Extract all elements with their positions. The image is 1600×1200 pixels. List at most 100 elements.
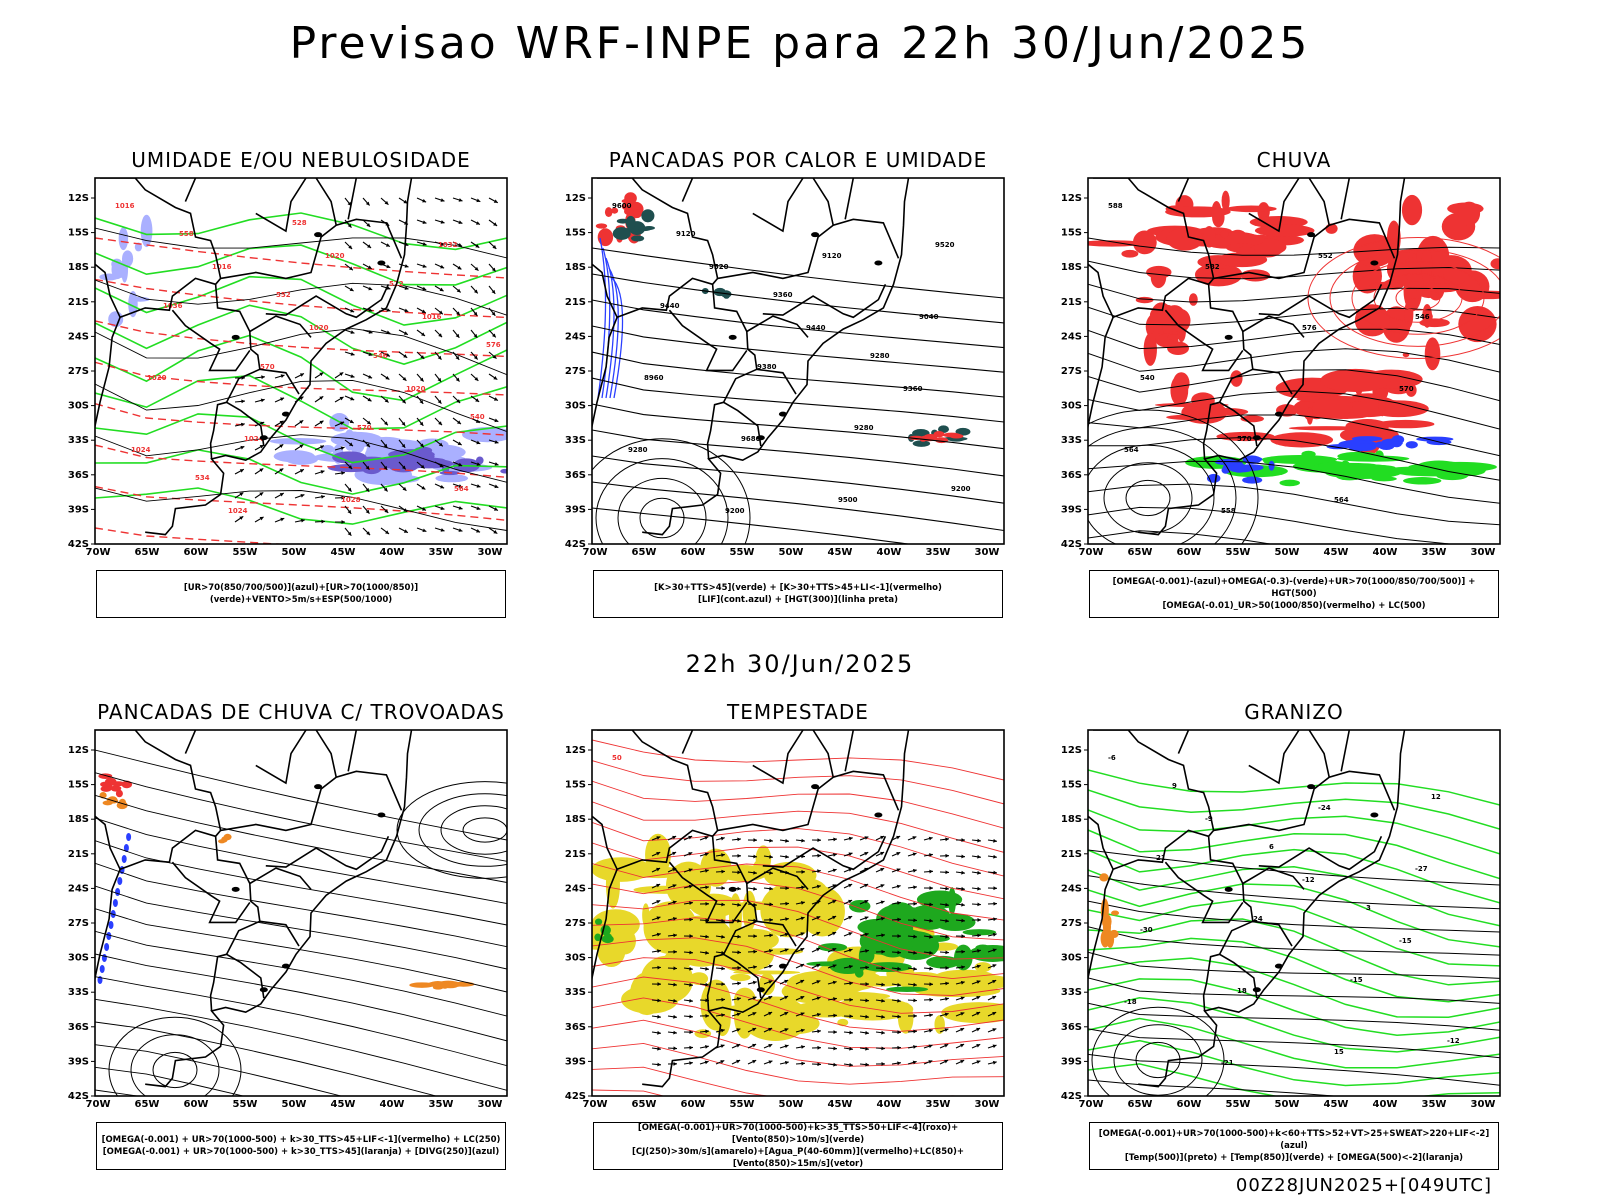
wind-vector-head (673, 949, 677, 954)
lat-label: 18S (565, 262, 586, 273)
border-line (1088, 869, 1114, 984)
shaded-area (1391, 441, 1402, 448)
shaded-area (130, 296, 150, 302)
wind-vector-head (880, 884, 885, 888)
wind-vector-head (438, 333, 443, 338)
wind-vector-head (689, 1061, 693, 1066)
contour-line (1091, 1006, 1225, 1096)
border-line (597, 730, 762, 999)
wind-vector-head (800, 963, 805, 968)
wind-vector-head (833, 997, 837, 1001)
lat-label: 33S (1061, 435, 1082, 446)
shaded-area (1121, 249, 1139, 258)
wind-vector-head (881, 1062, 885, 1066)
lon-label: 50W (1275, 547, 1300, 558)
low-center (1088, 409, 1259, 544)
wind-vector-head (977, 918, 981, 922)
border-line (1340, 178, 1351, 220)
contour-line (1088, 951, 1500, 979)
contour-line (601, 247, 611, 399)
wind-vector-head (705, 901, 709, 906)
wind-vector-head (929, 982, 933, 987)
border-line (1213, 218, 1396, 280)
wind-vector-head (689, 1014, 693, 1019)
wind-vector-head (864, 900, 869, 904)
contour-line (592, 881, 1004, 941)
storms-orange-c (218, 833, 232, 844)
wind-vector-head (865, 949, 869, 953)
contour-label: 528 (292, 219, 307, 227)
wind-vector-head (348, 245, 353, 250)
contour-line (592, 957, 1004, 1014)
wind-vector-head (928, 1060, 933, 1064)
wind-vector-head (897, 901, 901, 905)
wind-vector-head (689, 934, 693, 939)
contour-label: 9440 (660, 302, 680, 310)
contour-line (1088, 506, 1471, 544)
contour-label: -27 (1415, 865, 1428, 873)
wind-vector-head (816, 947, 821, 952)
lon-label: 65W (632, 1099, 657, 1110)
wind-vector-head (279, 444, 284, 448)
border-line (171, 309, 251, 372)
panel-title-tempestade: TEMPESTADE (727, 700, 869, 724)
contour-label: 1020 (309, 324, 329, 332)
legend-line: [OMEGA(-0.001)+UR>70(1000-500)+k>35_TTS>… (637, 1123, 959, 1145)
wind-vector-head (704, 836, 709, 840)
contour-line (108, 1016, 242, 1096)
wind-vector-head (976, 1011, 981, 1016)
contour-line (592, 760, 1004, 805)
shaded-area (1214, 459, 1239, 466)
lat-label: 39S (565, 504, 586, 515)
wind-vector-head (929, 918, 933, 923)
legend-chuva: [OMEGA(-0.001)-(azul)+OMEGA(-0.3)-(verde… (1089, 570, 1499, 618)
contour-line (152, 1051, 198, 1089)
contour-label: -24 (1318, 804, 1331, 812)
border-line (255, 178, 307, 233)
lake (728, 334, 737, 340)
panel-title-chuva: CHUVA (1256, 148, 1332, 172)
wind-vector-head (300, 518, 305, 523)
contour-line (617, 477, 707, 544)
wind-vector-head (420, 464, 425, 469)
lake (1252, 435, 1261, 441)
wind-vector-head (816, 963, 821, 968)
wind-vector-head (688, 835, 693, 840)
lon-label: 50W (282, 1099, 307, 1110)
shaded-area (1301, 450, 1316, 458)
contour-line (1088, 260, 1500, 280)
wind-vector-head (261, 375, 265, 380)
contour-line (592, 739, 1004, 781)
wind-vector-head (897, 998, 901, 1003)
border-line (100, 730, 265, 999)
wind-vector-head (350, 330, 355, 334)
wind-vector-head (493, 199, 498, 203)
contour-label: 9520 (935, 241, 955, 249)
wind-vector-head (385, 375, 390, 380)
wind-vector-head (404, 264, 409, 268)
wind-vector-head (896, 868, 901, 872)
wind-vector-head (768, 996, 773, 1000)
shaded-area (737, 1004, 811, 1011)
wind-vector-head (492, 354, 497, 359)
wind-vector-head (350, 352, 355, 356)
wind-vector-head (438, 421, 443, 426)
lon-label: 40W (877, 547, 902, 558)
wind-vector-head (493, 376, 498, 380)
wind-vector-head (404, 308, 409, 313)
shaded-area (1109, 929, 1119, 939)
panel-title-pancadas-calor: PANCADAS POR CALOR E UMIDADE (608, 148, 988, 172)
wind-vector-head (768, 1060, 773, 1064)
shaded-area (897, 1002, 914, 1034)
lat-label: 27S (68, 366, 89, 377)
contour-line (592, 1042, 1004, 1085)
wind-vector-head (367, 244, 372, 248)
shaded-area (113, 273, 126, 279)
contour-line (592, 299, 1004, 349)
low-pressure-center (592, 438, 751, 544)
wind-vector-head (945, 902, 949, 907)
wind-vector-head (349, 419, 354, 423)
wind-vector-head (350, 396, 355, 401)
border-line (752, 178, 804, 233)
border-line (1252, 368, 1293, 395)
